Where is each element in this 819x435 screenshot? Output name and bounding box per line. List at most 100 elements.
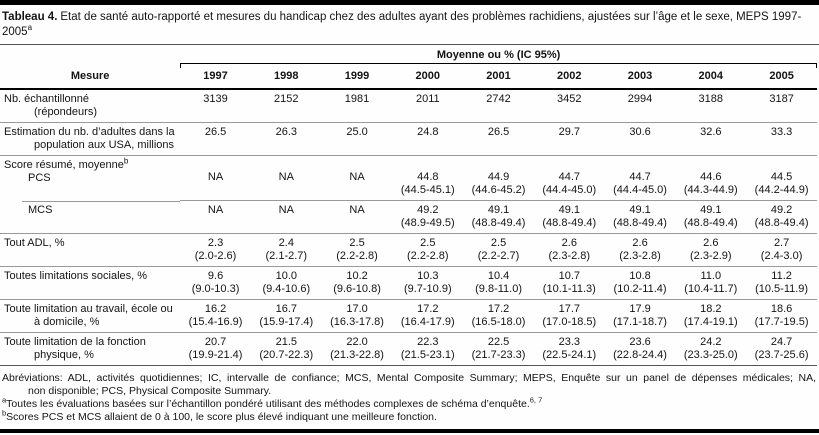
value-cell: NA <box>180 200 251 234</box>
confidence-interval: (2.4-3.0) <box>760 249 803 262</box>
table-row: Toute limitation de la fonction physique,… <box>0 332 817 366</box>
measure-header: Mesure <box>0 63 181 90</box>
spanner-label: Moyenne ou % (IC 95%) <box>436 49 561 61</box>
value-cell: 22.0 (21.3-22.8) <box>321 332 393 366</box>
value: 9.6 <box>207 270 224 282</box>
value: NA <box>349 204 365 216</box>
value-cell: 2.3 (2.0-2.6) <box>180 233 251 267</box>
value-cell: 2.5 (2.2-2.8) <box>392 233 464 267</box>
value-cell: 29.7 <box>533 122 605 156</box>
value: 17.7 <box>558 303 580 315</box>
value: 2.6 <box>561 237 577 249</box>
value-cell: 44.6 (44.3-44.9) <box>675 155 747 201</box>
value-cell: 25.0 <box>321 122 393 156</box>
value: 2.5 <box>349 237 365 249</box>
value-cell: 32.6 <box>675 122 747 156</box>
table-row: Toute limitation au travail, école ou à d… <box>0 299 817 333</box>
confidence-interval: (17.1-18.7) <box>613 315 667 328</box>
table-title: Tableau 4. Etat de santé auto-rapporté et… <box>0 5 819 45</box>
confidence-interval: (15.4-16.9) <box>188 315 243 328</box>
value-cell: 30.6 <box>604 122 676 156</box>
row-label: Score résumé, moyenneb PCS <box>0 155 181 201</box>
confidence-interval: (48.8-49.4) <box>754 216 809 229</box>
footnote-a: aToutes les évaluations basées sur l’éch… <box>2 396 816 411</box>
table-caption: Etat de santé auto-rapporté et mesures d… <box>2 11 802 38</box>
value-cell: 2.6 (2.3-2.8) <box>604 233 676 267</box>
row-label-line: physique, % <box>34 348 94 361</box>
value-cell: 49.1 (48.8-49.4) <box>533 200 605 234</box>
confidence-interval: (48.9-49.5) <box>400 216 455 229</box>
row-label-line: Toutes limitations sociales, % <box>4 270 148 282</box>
confidence-interval: (23.7-25.6) <box>754 348 809 361</box>
row-label: Toute limitation de la fonction physique,… <box>0 332 181 366</box>
value-cell: 44.7 (44.4-45.0) <box>533 155 605 201</box>
bracket-tick-left <box>180 63 182 68</box>
value: 44.7 <box>558 171 580 183</box>
row-label-line: à domicile, % <box>34 315 100 328</box>
year-header: 2003 <box>604 63 676 90</box>
value: 2742 <box>486 93 511 105</box>
value-cell: 2742 <box>463 89 534 123</box>
value-cell: NA <box>250 155 322 201</box>
confidence-interval: (23.3-25.0) <box>683 348 738 361</box>
value: 10.4 <box>487 270 510 282</box>
value: 2.4 <box>278 237 294 249</box>
value-cell: NA <box>321 200 393 234</box>
value: 21.5 <box>275 336 297 348</box>
confidence-interval: (20.7-22.3) <box>259 348 314 361</box>
footnotes: Abréviations: ADL, activités quotidienne… <box>0 366 819 424</box>
value-cell: 2.5 (2.2-2.7) <box>463 233 534 267</box>
value-cell: 44.7 (44.4-45.0) <box>604 155 676 201</box>
footnote-b-text: Scores PCS et MCS allaient de 0 à 100, l… <box>6 411 437 423</box>
table-row: Toutes limitations sociales, % 9.6 (9.0-10… <box>0 266 817 300</box>
section-label: Score résumé, moyenne <box>4 159 124 171</box>
value: 10.2 <box>346 270 368 282</box>
value-cell: 17.2 (16.4-17.9) <box>392 299 464 333</box>
value: 22.3 <box>417 336 439 348</box>
confidence-interval: (2.3-2.9) <box>690 249 732 262</box>
value: 17.9 <box>629 303 651 315</box>
value: 29.7 <box>558 126 580 138</box>
confidence-interval: (44.3-44.9) <box>683 183 738 196</box>
confidence-interval: (44.2-44.9) <box>754 183 809 196</box>
value: 26.5 <box>487 126 510 138</box>
table-row: Score résumé, moyenneb PCS NA NA NA 44.8 (44.5… <box>0 155 817 201</box>
value: 2011 <box>415 93 440 105</box>
value: 32.6 <box>700 126 722 138</box>
confidence-interval: (10.5-11.9) <box>755 282 809 295</box>
value-cell: 10.3 (9.7-10.9) <box>392 266 464 300</box>
value-cell: 44.8 (44.5-45.1) <box>392 155 464 201</box>
value-cell: 2.6 (2.3-2.8) <box>533 233 605 267</box>
value: 10.0 <box>275 270 297 282</box>
row-label-line: Tout ADL, % <box>4 237 65 249</box>
row-label-line: (répondeurs) <box>34 105 97 118</box>
value: 49.1 <box>558 204 580 216</box>
value: 49.1 <box>700 204 722 216</box>
value: 10.8 <box>629 270 651 282</box>
value-cell: 18.2 (17.4-19.1) <box>675 299 747 333</box>
confidence-interval: (44.4-45.0) <box>542 183 597 196</box>
value: 16.2 <box>204 303 227 315</box>
table-number: Tableau 4. <box>2 11 58 23</box>
row-label-line: population aux USA, millions <box>34 138 175 151</box>
year-header: 2005 <box>746 63 817 90</box>
bottom-rule <box>0 429 819 433</box>
value: 44.9 <box>487 171 510 183</box>
value: 10.3 <box>417 270 439 282</box>
year-header: 1998 <box>250 63 322 90</box>
value-cell: 23.3 (22.5-24.1) <box>533 332 605 366</box>
value-cell: 49.2 (48.8-49.4) <box>746 200 817 234</box>
footnote-a-text: Toutes les évaluations basées sur l’écha… <box>6 398 530 410</box>
confidence-interval: (16.3-17.8) <box>330 315 384 328</box>
confidence-interval: (48.8-49.4) <box>542 216 597 229</box>
spanner-row: Moyenne ou % (IC 95%) <box>0 45 817 68</box>
value: 22.5 <box>487 336 510 348</box>
value: 11.0 <box>700 270 722 282</box>
value: 44.7 <box>629 171 651 183</box>
value: 10.7 <box>558 270 580 282</box>
confidence-interval: (21.7-23.3) <box>471 348 526 361</box>
abbreviations-line-2: non disponible; PCS, Physical Composite … <box>28 385 272 397</box>
confidence-interval: (9.7-10.9) <box>403 282 452 295</box>
value: 25.0 <box>346 126 368 138</box>
abbreviations-line-1: Abréviations: ADL, activités quotidienne… <box>2 372 816 384</box>
